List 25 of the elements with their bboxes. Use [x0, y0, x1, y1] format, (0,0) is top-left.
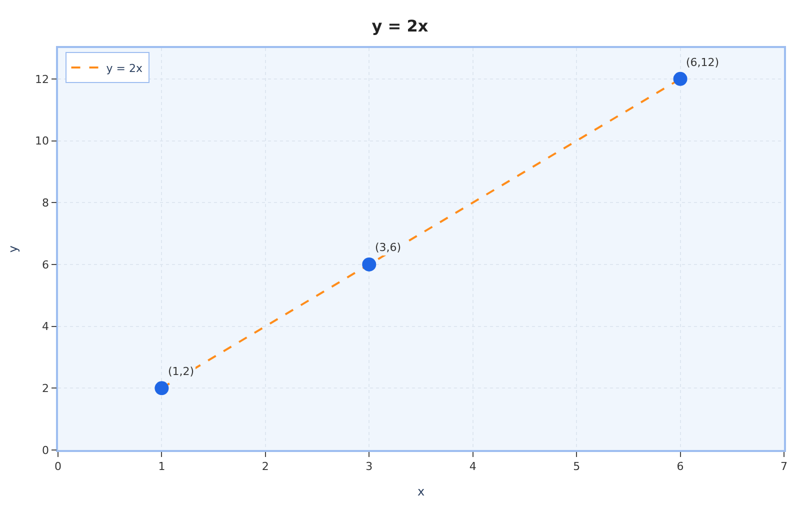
annotation: (6,12)	[686, 56, 720, 69]
point	[362, 257, 376, 272]
x-tick-label: 3	[366, 460, 373, 473]
x-tick-label: 7	[780, 460, 788, 473]
point	[154, 381, 169, 396]
annotation: (3,6)	[375, 241, 402, 254]
y-tick-label: 10	[35, 134, 50, 148]
x-tick-label: 0	[54, 460, 62, 473]
x-axis-title: x	[417, 484, 425, 498]
x-tick-label: 1	[158, 460, 166, 473]
y-tick-label: 6	[42, 258, 50, 272]
x-tick-label: 2	[262, 460, 269, 473]
y-tick-label: 8	[42, 196, 50, 210]
point	[673, 72, 688, 86]
annotation: (1,2)	[168, 365, 194, 378]
chart-title: y = 2x	[372, 16, 429, 36]
y-tick-label: 2	[42, 382, 50, 395]
x-tick-label: 5	[573, 460, 580, 473]
legend-label: y = 2x	[106, 62, 143, 75]
y-tick-label: 4	[42, 320, 50, 334]
y-tick-label: 12	[35, 72, 50, 86]
y-tick-label: 0	[42, 444, 50, 457]
x-tick-label: 6	[676, 460, 684, 473]
x-tick-label: 4	[469, 460, 476, 473]
y-axis-title: y	[6, 245, 20, 253]
